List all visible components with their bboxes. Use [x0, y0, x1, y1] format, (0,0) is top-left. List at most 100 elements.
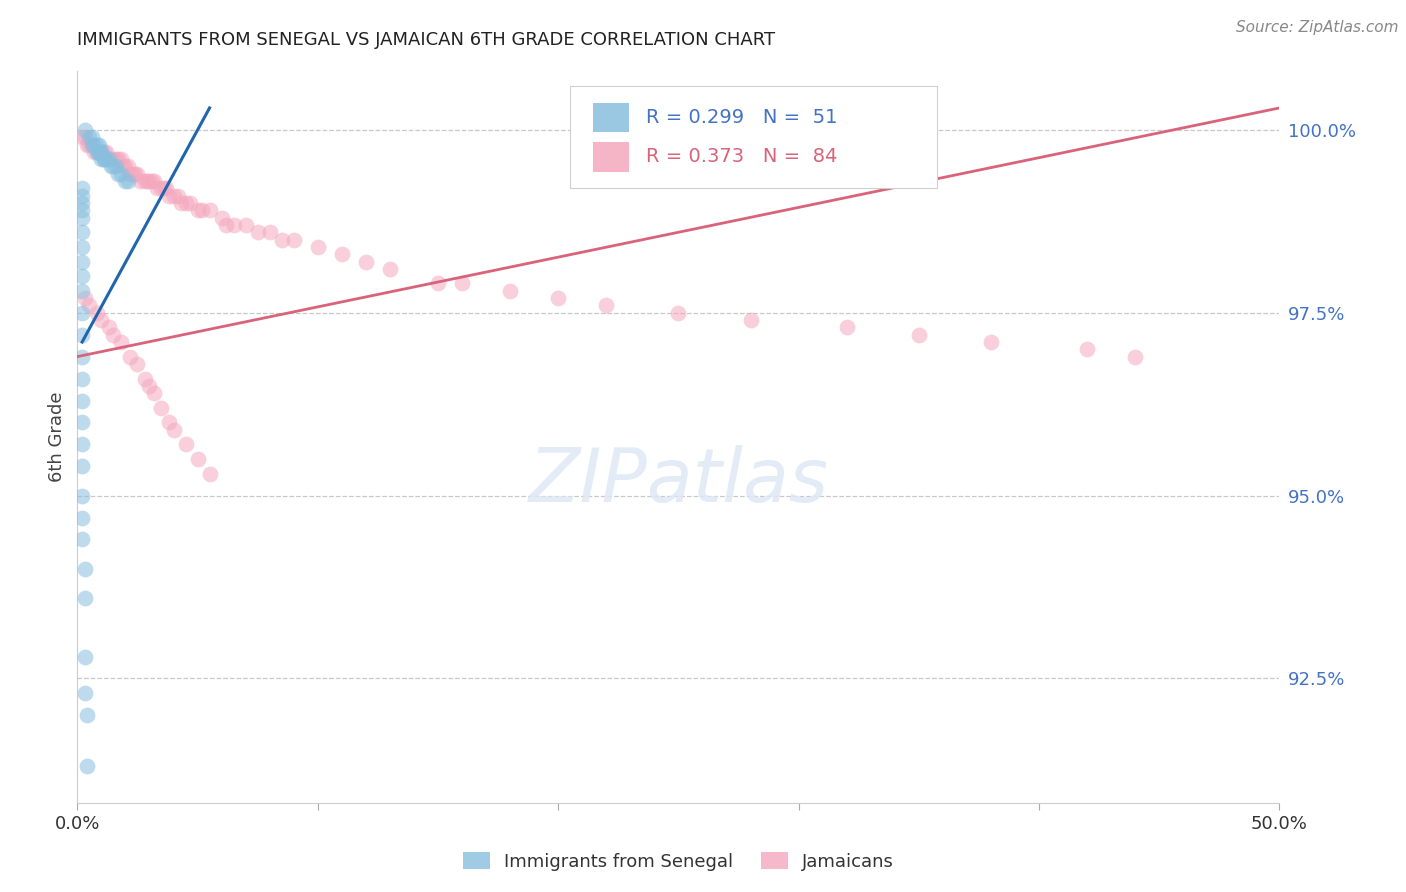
Point: [187, 203, 209, 218]
Point: [73, 123, 96, 137]
Point: [215, 218, 238, 232]
Point: [90, 145, 112, 159]
Point: [70, 393, 93, 408]
Point: [110, 167, 132, 181]
Point: [86, 145, 108, 159]
Point: [76, 759, 98, 773]
Point: [93, 152, 115, 166]
Point: [80, 137, 103, 152]
Point: [162, 188, 184, 202]
Point: [93, 152, 115, 166]
Point: [90, 152, 112, 166]
Point: [70, 130, 93, 145]
Point: [547, 291, 569, 305]
Point: [73, 130, 96, 145]
Point: [70, 188, 93, 202]
Point: [157, 188, 180, 202]
Point: [97, 152, 120, 166]
Text: Source: ZipAtlas.com: Source: ZipAtlas.com: [1236, 20, 1399, 35]
Point: [128, 174, 150, 188]
Point: [70, 489, 93, 503]
Point: [150, 181, 173, 195]
Point: [145, 181, 167, 195]
Point: [76, 137, 98, 152]
Point: [73, 291, 96, 305]
Point: [70, 269, 93, 284]
Point: [354, 254, 377, 268]
Point: [835, 320, 858, 334]
Point: [150, 401, 173, 415]
Point: [307, 240, 329, 254]
Point: [86, 145, 108, 159]
Point: [121, 167, 143, 181]
Point: [104, 160, 127, 174]
Point: [120, 350, 142, 364]
Point: [259, 225, 281, 239]
Point: [96, 145, 118, 159]
Point: [103, 327, 125, 342]
Point: [740, 313, 762, 327]
Point: [76, 708, 98, 723]
Point: [162, 423, 184, 437]
Point: [70, 240, 93, 254]
Point: [83, 137, 105, 152]
Point: [73, 686, 96, 700]
Point: [153, 181, 176, 195]
Point: [70, 459, 93, 474]
Point: [87, 145, 110, 159]
Point: [138, 379, 160, 393]
Point: [73, 591, 96, 605]
Point: [198, 467, 221, 481]
Point: [70, 416, 93, 430]
FancyBboxPatch shape: [571, 86, 936, 188]
Point: [451, 277, 474, 291]
Point: [114, 174, 136, 188]
Point: [110, 152, 132, 166]
Point: [187, 452, 209, 467]
Point: [668, 306, 690, 320]
Point: [427, 277, 450, 291]
Point: [136, 174, 159, 188]
Point: [97, 152, 120, 166]
Y-axis label: 6th Grade: 6th Grade: [48, 392, 66, 483]
Point: [90, 145, 112, 159]
Point: [79, 137, 101, 152]
Point: [134, 371, 156, 385]
Point: [1123, 350, 1146, 364]
Point: [114, 160, 136, 174]
Point: [124, 167, 146, 181]
Point: [157, 416, 180, 430]
Point: [155, 181, 177, 195]
Point: [141, 174, 163, 188]
Point: [127, 167, 149, 181]
Point: [70, 284, 93, 298]
Point: [143, 174, 166, 188]
Point: [73, 562, 96, 576]
Text: ZIPatlas: ZIPatlas: [529, 445, 828, 517]
Point: [90, 313, 112, 327]
Point: [80, 130, 103, 145]
Point: [908, 327, 931, 342]
Point: [127, 357, 149, 371]
Point: [100, 160, 122, 174]
Bar: [593, 143, 628, 171]
Point: [83, 145, 105, 159]
Point: [87, 137, 110, 152]
Point: [103, 160, 125, 174]
Point: [143, 386, 166, 401]
Point: [270, 233, 292, 247]
Point: [283, 233, 305, 247]
Point: [980, 334, 1002, 349]
Point: [211, 211, 233, 225]
Point: [70, 203, 93, 218]
Point: [97, 320, 120, 334]
Point: [79, 130, 101, 145]
Point: [120, 167, 142, 181]
Point: [191, 203, 214, 218]
Point: [134, 174, 156, 188]
Text: R = 0.299   N =  51: R = 0.299 N = 51: [645, 108, 838, 127]
Point: [111, 160, 134, 174]
Point: [246, 225, 269, 239]
Point: [70, 510, 93, 524]
Point: [86, 306, 108, 320]
